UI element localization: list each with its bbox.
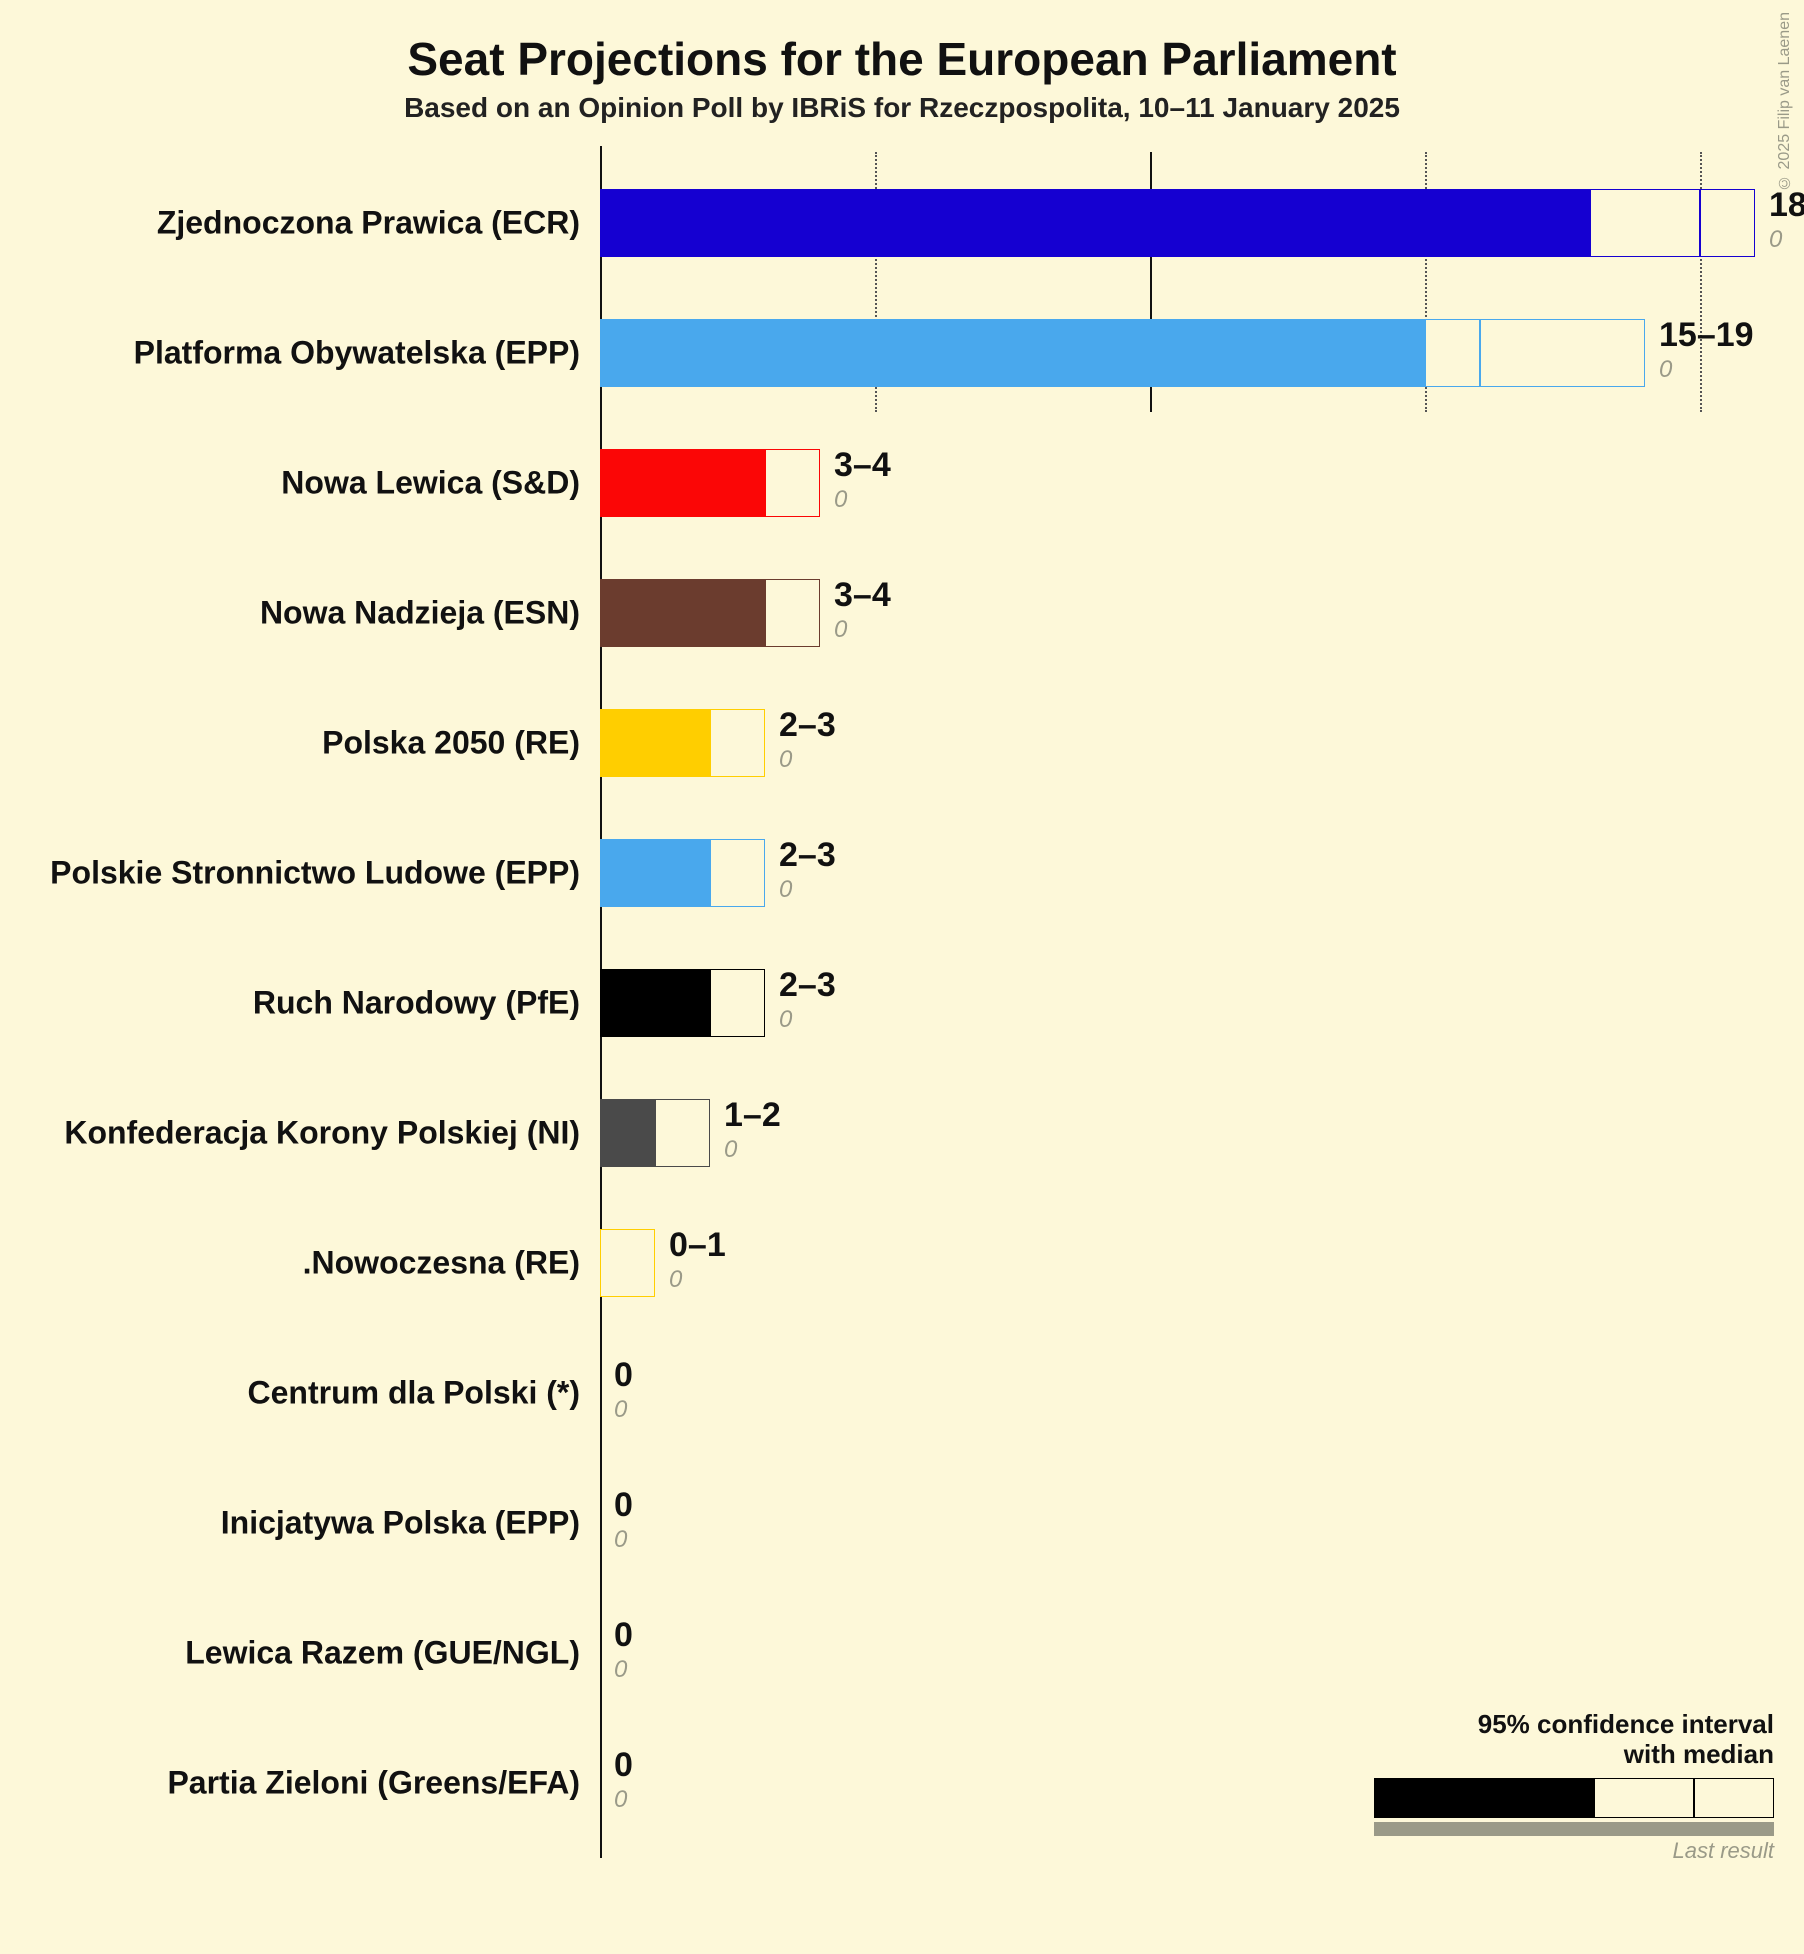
- party-row: Inicjatywa Polska (EPP) 00: [0, 1458, 1804, 1588]
- party-row: Centrum dla Polski (*) 00: [0, 1328, 1804, 1458]
- previous-result-label: 0: [724, 1136, 737, 1164]
- party-label: Nowa Nadzieja (ESN): [260, 595, 580, 632]
- party-label: Polska 2050 (RE): [322, 725, 580, 762]
- bar-median: [1425, 319, 1480, 387]
- seat-projection-chart: Zjednoczona Prawica (ECR) 18–210Platform…: [0, 140, 1804, 1900]
- previous-result-label: 0: [669, 1266, 682, 1294]
- previous-result-label: 0: [1659, 356, 1672, 384]
- party-row: .Nowoczesna (RE) 0–10: [0, 1198, 1804, 1328]
- legend-cross: [1594, 1778, 1694, 1818]
- value-label: 2–3: [779, 966, 836, 1005]
- previous-result-label: 0: [779, 1006, 792, 1034]
- bar-high: [710, 969, 765, 1037]
- party-row: Nowa Nadzieja (ESN) 3–40: [0, 548, 1804, 678]
- party-row: Polskie Stronnictwo Ludowe (EPP) 2–30: [0, 808, 1804, 938]
- chart-title: Seat Projections for the European Parlia…: [0, 0, 1804, 86]
- party-row: Zjednoczona Prawica (ECR) 18–210: [0, 158, 1804, 288]
- previous-result-label: 0: [779, 746, 792, 774]
- party-label: Polskie Stronnictwo Ludowe (EPP): [50, 855, 580, 892]
- previous-result-label: 0: [834, 616, 847, 644]
- previous-result-label: 0: [834, 486, 847, 514]
- party-row: Platforma Obywatelska (EPP) 15–190: [0, 288, 1804, 418]
- value-label: 2–3: [779, 706, 836, 745]
- chart-subtitle: Based on an Opinion Poll by IBRiS for Rz…: [0, 86, 1804, 124]
- bar-high: [655, 1099, 710, 1167]
- value-label: 0: [614, 1486, 633, 1525]
- legend-diag: [1694, 1778, 1774, 1818]
- party-label: Ruch Narodowy (PfE): [253, 985, 580, 1022]
- bar-low: [600, 1099, 655, 1167]
- legend: 95% confidence interval with median Last…: [1374, 1710, 1774, 1864]
- party-row: Konfederacja Korony Polskiej (NI) 1–20: [0, 1068, 1804, 1198]
- party-row: Nowa Lewica (S&D) 3–40: [0, 418, 1804, 548]
- legend-line1: 95% confidence interval: [1478, 1709, 1774, 1739]
- party-label: Lewica Razem (GUE/NGL): [185, 1635, 580, 1672]
- bar-high: [1480, 319, 1645, 387]
- value-label: 18–21: [1769, 186, 1804, 225]
- bar-range: [600, 1229, 655, 1297]
- previous-result-label: 0: [614, 1526, 627, 1554]
- bar-high: [765, 579, 820, 647]
- bar-low: [600, 969, 710, 1037]
- previous-result-label: 0: [1769, 226, 1782, 254]
- bar-low: [600, 189, 1590, 257]
- party-label: Centrum dla Polski (*): [248, 1375, 581, 1412]
- value-label: 0–1: [669, 1226, 726, 1265]
- value-label: 0: [614, 1616, 633, 1655]
- legend-line2: with median: [1624, 1739, 1774, 1769]
- party-row: Lewica Razem (GUE/NGL) 00: [0, 1588, 1804, 1718]
- previous-result-label: 0: [779, 876, 792, 904]
- previous-result-label: 0: [614, 1396, 627, 1424]
- bar-low: [600, 839, 710, 907]
- legend-last-result-label: Last result: [1374, 1838, 1774, 1864]
- party-label: Partia Zieloni (Greens/EFA): [167, 1765, 580, 1802]
- legend-last-result-bar: [1374, 1822, 1774, 1836]
- bar-low: [600, 449, 765, 517]
- bar-low: [600, 319, 1425, 387]
- value-label: 0: [614, 1356, 633, 1395]
- party-label: Inicjatywa Polska (EPP): [221, 1505, 580, 1542]
- party-row: Polska 2050 (RE) 2–30: [0, 678, 1804, 808]
- party-label: Platforma Obywatelska (EPP): [134, 335, 580, 372]
- party-row: Ruch Narodowy (PfE) 2–30: [0, 938, 1804, 1068]
- value-label: 0: [614, 1746, 633, 1785]
- bar-median: [1590, 189, 1700, 257]
- value-label: 1–2: [724, 1096, 781, 1135]
- legend-title: 95% confidence interval with median: [1374, 1710, 1774, 1770]
- value-label: 2–3: [779, 836, 836, 875]
- bar-low: [600, 579, 765, 647]
- value-label: 15–19: [1659, 316, 1754, 355]
- party-label: .Nowoczesna (RE): [303, 1245, 580, 1282]
- party-label: Konfederacja Korony Polskiej (NI): [64, 1115, 580, 1152]
- value-label: 3–4: [834, 446, 891, 485]
- bar-high: [710, 839, 765, 907]
- value-label: 3–4: [834, 576, 891, 615]
- previous-result-label: 0: [614, 1656, 627, 1684]
- legend-solid: [1374, 1778, 1594, 1818]
- bar-high: [765, 449, 820, 517]
- legend-bar: [1374, 1778, 1774, 1818]
- bar-low: [600, 709, 710, 777]
- bar-high: [710, 709, 765, 777]
- previous-result-label: 0: [614, 1786, 627, 1814]
- party-label: Zjednoczona Prawica (ECR): [157, 205, 580, 242]
- party-label: Nowa Lewica (S&D): [281, 465, 580, 502]
- bar-high: [1700, 189, 1755, 257]
